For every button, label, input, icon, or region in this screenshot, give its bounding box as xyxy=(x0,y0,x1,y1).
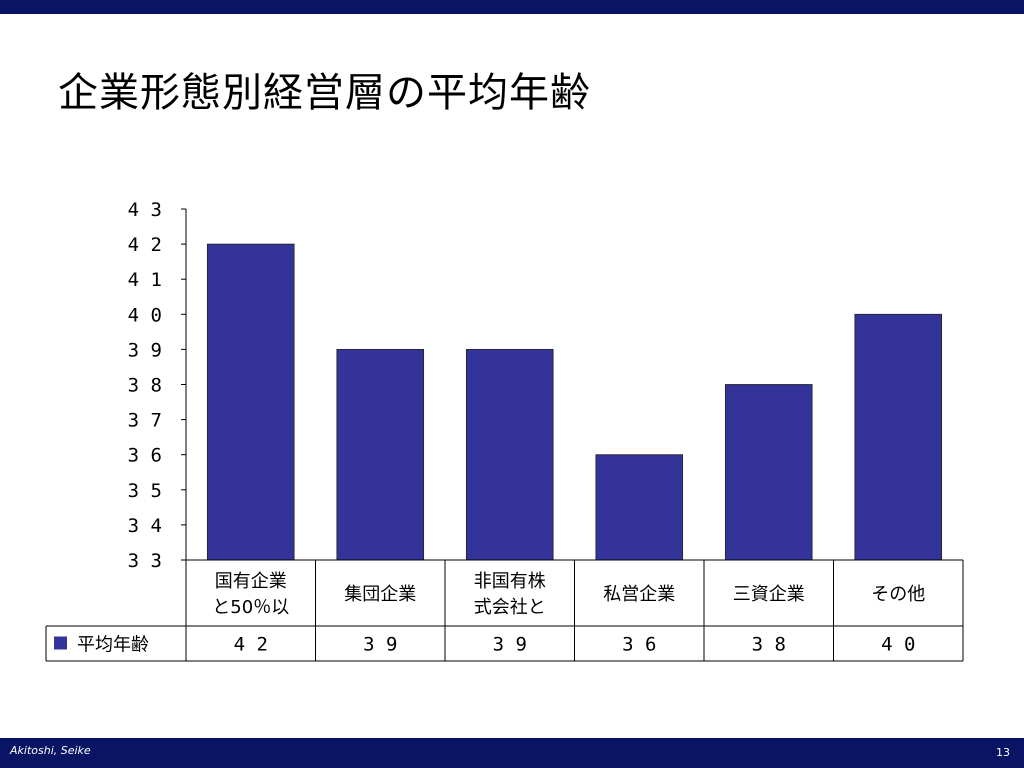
bar xyxy=(724,384,813,561)
bar xyxy=(206,243,295,561)
y-tick-label: 3 6 xyxy=(128,445,162,467)
y-tick-label: 3 5 xyxy=(128,480,162,502)
data-value-label: 3 8 xyxy=(752,634,786,656)
category-label: 三資企業 xyxy=(733,584,805,605)
bar-chart: 3 3 3 4 3 5 3 6 3 7 3 8 3 9 4 0 4 1 4 2 4 3 国有企業と50… xyxy=(45,199,964,662)
bar xyxy=(595,454,684,561)
data-value-label: 4 2 xyxy=(234,634,268,656)
bar xyxy=(336,348,425,561)
y-tick-label: 4 1 xyxy=(128,269,162,291)
slide-title: 企業形態別経営層の平均年齢 xyxy=(58,70,591,116)
y-tick-label: 3 3 xyxy=(128,550,162,572)
bar xyxy=(854,313,943,561)
y-tick-label: 3 4 xyxy=(128,515,162,537)
y-tick-label: 3 9 xyxy=(128,339,162,361)
bar xyxy=(465,348,554,561)
y-tick-label: 3 7 xyxy=(128,410,162,432)
y-tick-label: 4 0 xyxy=(128,304,162,326)
data-value-label: 3 6 xyxy=(622,634,656,656)
category-label: 私営企業 xyxy=(603,584,675,605)
y-tick-label: 4 2 xyxy=(128,234,162,256)
top-band xyxy=(0,0,1024,14)
y-tick-label: 3 8 xyxy=(128,375,162,397)
data-value-label: 3 9 xyxy=(363,634,397,656)
bottom-band xyxy=(0,738,1024,768)
legend-swatch xyxy=(54,636,67,650)
category-label: その他 xyxy=(871,584,925,605)
legend-label: 平均年齢 xyxy=(77,635,149,656)
y-tick-label: 4 3 xyxy=(128,199,162,221)
category-label: と50％以 xyxy=(212,597,289,618)
data-value-label: 3 9 xyxy=(493,634,527,656)
data-value-label: 4 0 xyxy=(881,634,915,656)
category-label: 式会社と xyxy=(474,597,546,618)
footer-author: Akitoshi, Seike xyxy=(10,744,91,757)
page-number: 13 xyxy=(996,746,1010,759)
category-label: 非国有株 xyxy=(474,571,546,592)
category-label: 集団企業 xyxy=(344,584,416,605)
category-label: 国有企業 xyxy=(215,571,287,592)
